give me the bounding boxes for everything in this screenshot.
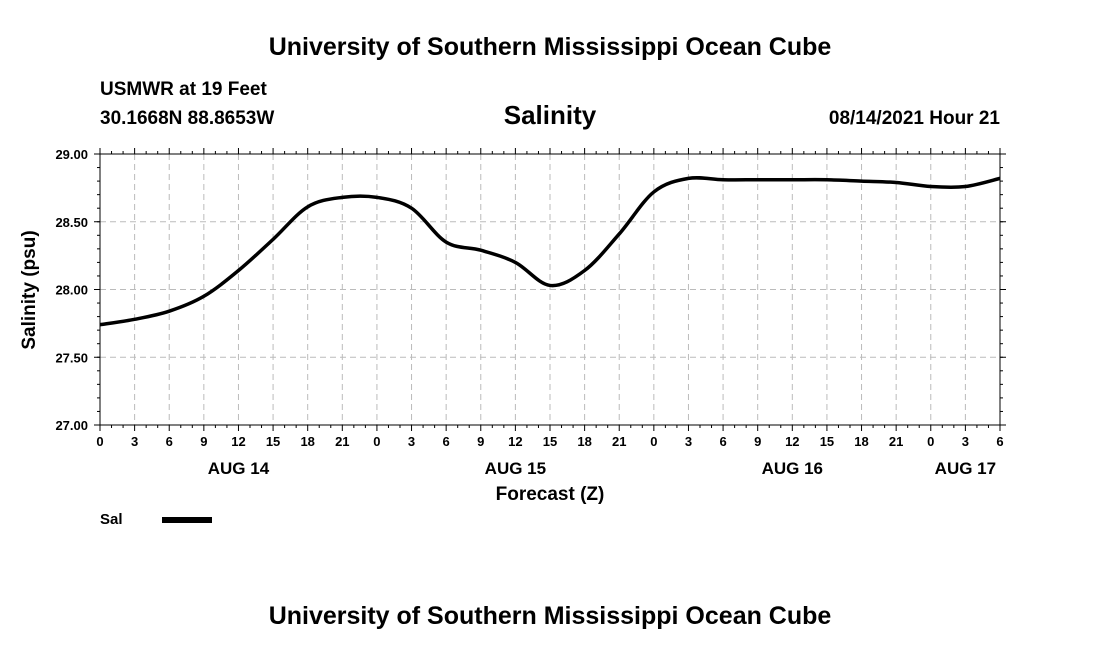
y-tick-label: 27.00 xyxy=(55,418,88,433)
x-tick-label: 21 xyxy=(335,434,349,449)
y-axis-ticks: 27.00 27.50 28.00 28.50 29.00 xyxy=(55,147,1006,433)
day-label: AUG 14 xyxy=(208,459,270,478)
station-label: USMWR at 19 Feet xyxy=(100,79,267,100)
x-tick-label: 9 xyxy=(200,434,207,449)
x-tick-label: 12 xyxy=(785,434,799,449)
coordinates-label: 30.1668N 88.8653W xyxy=(100,108,274,129)
day-labels: AUG 14 AUG 15 AUG 16 AUG 17 xyxy=(208,459,996,478)
x-tick-label: 3 xyxy=(962,434,969,449)
x-axis-ticks: 0 3 6 9 12 15 18 21 0 3 6 9 12 15 18 21 0 3 6 9 12 15 18 21 0 3 6 xyxy=(96,148,1004,449)
y-axis-label: Salinity (psu) xyxy=(19,230,40,349)
x-tick-label: 3 xyxy=(685,434,692,449)
x-tick-label: 0 xyxy=(650,434,657,449)
y-tick-label: 29.00 xyxy=(55,147,88,162)
x-axis-label: Forecast (Z) xyxy=(496,484,605,505)
x-tick-label: 6 xyxy=(719,434,726,449)
x-tick-label: 21 xyxy=(889,434,903,449)
x-tick-label: 18 xyxy=(300,434,314,449)
x-tick-label: 15 xyxy=(266,434,280,449)
series-line-sal xyxy=(99,175,1001,327)
x-tick-label: 3 xyxy=(131,434,138,449)
x-tick-label: 0 xyxy=(927,434,934,449)
x-tick-label: 6 xyxy=(443,434,450,449)
x-tick-label: 0 xyxy=(373,434,380,449)
day-label: AUG 17 xyxy=(935,459,996,478)
x-tick-label: 12 xyxy=(231,434,245,449)
datetime-label: 08/14/2021 Hour 21 xyxy=(829,108,1001,129)
bottom-title: University of Southern Mississippi Ocean… xyxy=(269,602,832,630)
x-tick-label: 6 xyxy=(996,434,1003,449)
series-group xyxy=(99,175,1001,327)
x-tick-label: 6 xyxy=(166,434,173,449)
variable-title: Salinity xyxy=(504,100,597,130)
x-tick-label: 12 xyxy=(508,434,522,449)
y-tick-label: 28.50 xyxy=(55,215,88,230)
x-tick-label: 9 xyxy=(477,434,484,449)
y-tick-label: 27.50 xyxy=(55,350,88,365)
x-tick-label: 0 xyxy=(96,434,103,449)
x-tick-label: 21 xyxy=(612,434,626,449)
x-tick-label: 18 xyxy=(577,434,591,449)
x-tick-label: 3 xyxy=(408,434,415,449)
grid-lines xyxy=(100,154,1000,425)
top-title: University of Southern Mississippi Ocean… xyxy=(269,33,832,61)
y-tick-label: 28.00 xyxy=(55,283,88,298)
day-label: AUG 15 xyxy=(485,459,546,478)
x-tick-label: 9 xyxy=(754,434,761,449)
day-label: AUG 16 xyxy=(762,459,823,478)
x-tick-label: 15 xyxy=(543,434,557,449)
x-tick-label: 15 xyxy=(820,434,834,449)
x-tick-label: 18 xyxy=(854,434,868,449)
legend-label: Sal xyxy=(100,511,123,528)
